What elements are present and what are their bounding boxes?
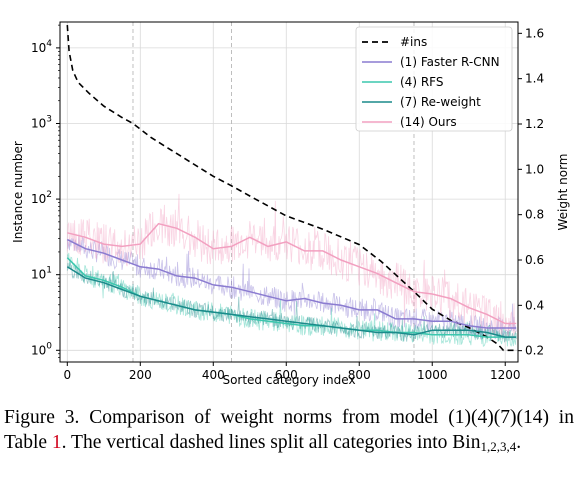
y-left-tick-label: 101 — [31, 266, 52, 282]
series-line-1-faster-r-cnn — [66, 238, 517, 329]
legend-label: (1) Faster R-CNN — [400, 55, 500, 69]
raw-trace — [66, 261, 517, 343]
y-left-tick-label: 103 — [31, 114, 52, 130]
x-tick-label: 1000 — [417, 368, 448, 382]
caption-bin-word: Bin — [452, 432, 481, 453]
legend-box — [355, 26, 513, 132]
x-axis-title: Sorted category index — [222, 373, 355, 387]
plot-frame — [59, 21, 519, 363]
series-line-14-ours — [67, 222, 517, 325]
legend-label: (7) Re-weight — [400, 95, 481, 109]
weight-norm-chart: 0 200 400 600 800 1000 1200 100 101 102 103 104 0.2 0… — [11, 21, 570, 387]
y-left-tick-label: 102 — [31, 190, 52, 206]
series-line-7-re-weight — [66, 266, 517, 338]
raw-trace — [66, 252, 517, 347]
x-tick-label: 600 — [275, 368, 298, 382]
raw-trace — [66, 193, 517, 338]
y-right-tick-label: 1.4 — [525, 72, 544, 86]
y-left-tick-label: 100 — [31, 341, 52, 357]
table-reference-link[interactable]: 1 — [51, 432, 62, 453]
y-right-axis-title: Weight norm — [556, 154, 570, 231]
x-tick-label: 0 — [63, 368, 71, 382]
legend-label: (14) Ours — [400, 115, 457, 129]
figure-caption: Figure 3. Comparison of weight norms fro… — [4, 405, 574, 455]
y-right-tick-label: 1.0 — [525, 162, 544, 176]
caption-text-1: Comparison of weight norms from model (1… — [4, 407, 574, 453]
y-left-axis-title: Instance number — [11, 141, 25, 243]
y-right-tick-label: 0.2 — [525, 344, 544, 358]
legend-label: #ins — [400, 35, 427, 49]
y-right-tick-label: 0.4 — [525, 298, 544, 312]
y-left-tick-label: 104 — [31, 39, 52, 55]
caption-end: . — [516, 432, 522, 453]
caption-label: Figure 3. — [4, 407, 80, 428]
x-tick-label: 800 — [348, 368, 371, 382]
x-tick-label: 200 — [129, 368, 152, 382]
y-right-tick-label: 0.8 — [525, 208, 544, 222]
y-right-tick-label: 1.6 — [525, 26, 544, 40]
series-line-ins — [66, 25, 517, 352]
caption-bin-subscript: 1,2,3,4 — [480, 439, 517, 454]
caption-text-2: . The vertical dashed lines split all ca… — [61, 432, 453, 453]
chart-figure: 0 200 400 600 800 1000 1200 100 101 102 103 104 0.2 0… — [11, 21, 570, 387]
legend-label: (4) RFS — [400, 75, 443, 89]
x-tick-label: 1200 — [490, 368, 521, 382]
y-right-tick-label: 0.6 — [525, 253, 544, 267]
legend: #ins (1) Faster R-CNN (4) RFS (7) Re-weight… — [355, 26, 513, 132]
y-right-tick-label: 1.2 — [525, 117, 544, 131]
x-tick-label: 400 — [202, 368, 225, 382]
